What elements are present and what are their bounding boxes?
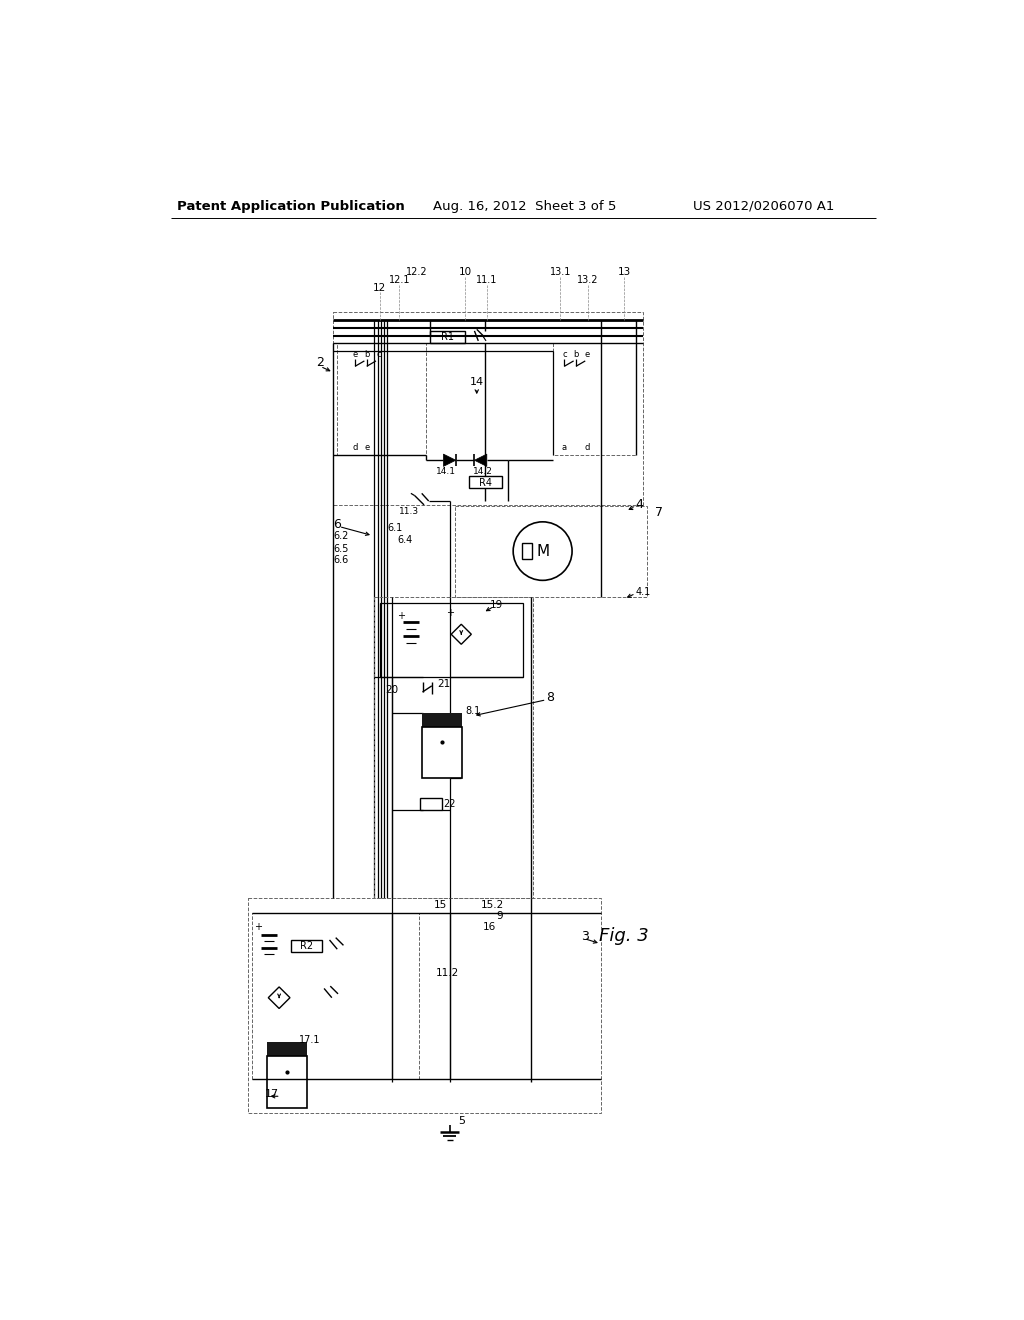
Text: 14: 14 [470,376,483,387]
Bar [291,940,322,952]
Text: e: e [365,442,370,451]
Text: c: c [376,350,381,359]
Bar [422,713,462,726]
Bar [430,331,465,343]
Text: 13.1: 13.1 [550,268,571,277]
Text: 11.3: 11.3 [398,507,419,516]
Text: 12.2: 12.2 [407,268,428,277]
Text: 5: 5 [458,1115,465,1126]
Bar [469,477,502,488]
Text: b: b [573,350,579,359]
Text: 21: 21 [437,680,451,689]
Text: R4: R4 [479,478,492,487]
Text: 6.1: 6.1 [388,523,403,533]
Bar [422,726,462,779]
Bar [380,603,523,677]
Text: 4.1: 4.1 [636,587,651,597]
Bar [553,343,636,455]
Text: US 2012/0206070 A1: US 2012/0206070 A1 [693,199,835,213]
Text: 16: 16 [483,921,497,932]
Text: a: a [562,442,567,451]
Text: 6.5: 6.5 [334,544,349,554]
Text: 6.2: 6.2 [334,531,349,541]
Bar [334,313,643,506]
Bar [248,898,601,1113]
Text: 6: 6 [334,517,341,531]
Text: 22: 22 [443,799,456,809]
Bar [522,544,531,558]
Text: 14.2: 14.2 [473,467,493,477]
Bar [266,1056,307,1107]
Text: 20: 20 [385,685,398,694]
Bar [455,507,647,597]
Text: 10: 10 [459,268,472,277]
Bar [252,913,419,1078]
Polygon shape [474,454,486,466]
Text: e: e [585,350,590,359]
Text: 6.6: 6.6 [334,556,349,565]
Text: 7: 7 [655,506,663,519]
Text: 2: 2 [316,356,325,370]
Text: +: + [254,921,262,932]
Text: 12.1: 12.1 [388,275,410,285]
Text: 4: 4 [636,499,643,511]
Bar [375,597,534,898]
Text: c: c [562,350,566,359]
Bar [337,343,426,455]
Text: 3: 3 [582,929,589,942]
Text: 12: 12 [374,282,386,293]
Text: M: M [536,544,549,558]
Text: 19: 19 [489,601,503,610]
Text: 15: 15 [434,900,446,911]
Text: e: e [352,350,357,359]
Text: R2: R2 [300,941,312,952]
Text: +: + [445,607,454,618]
Text: 8.1: 8.1 [465,706,480,717]
Text: 9: 9 [497,911,504,921]
Text: R1: R1 [440,333,454,342]
Text: b: b [364,350,370,359]
Text: 13.2: 13.2 [577,275,598,285]
Polygon shape [443,454,456,466]
Bar [266,1043,307,1056]
Text: 14.1: 14.1 [436,467,456,477]
Text: 15.2: 15.2 [480,900,504,911]
Bar [420,797,442,809]
Text: d: d [352,442,357,451]
Text: 17: 17 [265,1089,280,1100]
Text: 11.2: 11.2 [435,968,459,978]
Text: Fig. 3: Fig. 3 [599,927,649,945]
Text: 13: 13 [617,268,631,277]
Text: d: d [585,442,590,451]
Text: Aug. 16, 2012  Sheet 3 of 5: Aug. 16, 2012 Sheet 3 of 5 [433,199,616,213]
Text: +: + [397,611,404,620]
Text: 11.1: 11.1 [476,275,498,285]
Text: 6.4: 6.4 [398,535,413,545]
Text: 8: 8 [547,690,554,704]
Text: Patent Application Publication: Patent Application Publication [177,199,404,213]
Text: 17.1: 17.1 [299,1035,321,1045]
